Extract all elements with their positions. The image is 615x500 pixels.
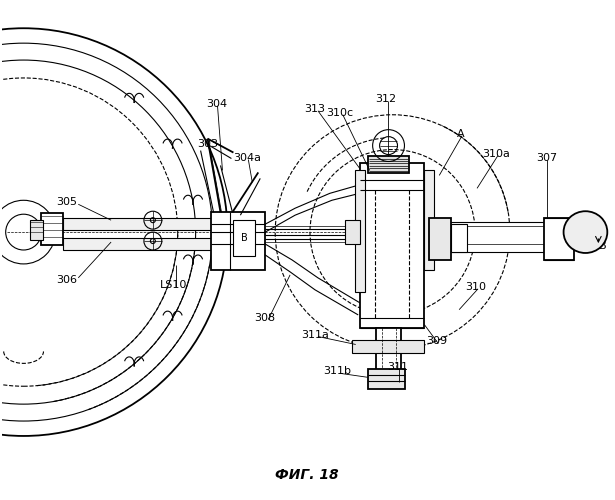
Text: 312: 312 bbox=[375, 94, 396, 104]
Text: 310a: 310a bbox=[482, 148, 510, 158]
Bar bbox=[368, 370, 405, 389]
Text: ФИГ. 18: ФИГ. 18 bbox=[275, 468, 339, 481]
Bar bbox=[352, 340, 424, 353]
Text: 306: 306 bbox=[56, 275, 77, 285]
Text: 304a: 304a bbox=[233, 152, 261, 162]
Text: 311: 311 bbox=[387, 362, 408, 372]
Text: 303: 303 bbox=[197, 138, 218, 148]
Bar bbox=[429, 218, 451, 260]
Text: 311b: 311b bbox=[323, 366, 351, 376]
Text: A: A bbox=[458, 128, 465, 138]
Bar bbox=[63, 218, 223, 230]
Text: 313: 313 bbox=[304, 104, 325, 114]
Text: 310c: 310c bbox=[326, 108, 354, 118]
Bar bbox=[429, 222, 443, 242]
Bar bbox=[424, 170, 434, 270]
Bar bbox=[544, 218, 574, 260]
Bar bbox=[376, 328, 402, 382]
Bar bbox=[434, 222, 544, 252]
Bar bbox=[360, 164, 424, 328]
Bar bbox=[41, 213, 63, 245]
Text: 310: 310 bbox=[466, 282, 486, 292]
Text: 309: 309 bbox=[426, 336, 447, 346]
Ellipse shape bbox=[563, 211, 608, 253]
Text: 305: 305 bbox=[56, 198, 77, 207]
Text: LS10: LS10 bbox=[160, 280, 188, 290]
Text: B: B bbox=[241, 233, 248, 243]
Bar bbox=[451, 224, 467, 252]
Text: 308: 308 bbox=[255, 312, 276, 322]
Bar bbox=[210, 212, 265, 270]
Bar bbox=[63, 238, 223, 250]
Bar bbox=[345, 220, 360, 244]
Bar bbox=[234, 220, 255, 256]
Text: 304: 304 bbox=[206, 99, 227, 109]
Text: 311a: 311a bbox=[301, 330, 329, 340]
Bar bbox=[30, 220, 44, 240]
Text: B: B bbox=[600, 241, 607, 251]
Bar bbox=[368, 156, 410, 174]
Text: 307: 307 bbox=[536, 152, 557, 162]
Bar bbox=[355, 170, 365, 292]
